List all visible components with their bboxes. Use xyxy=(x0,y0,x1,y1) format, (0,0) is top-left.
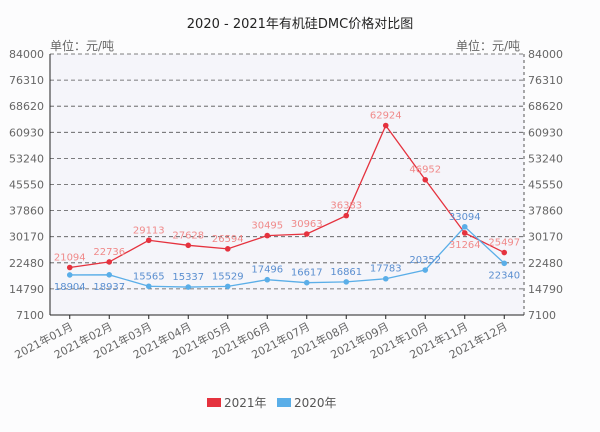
data-label: 18937 xyxy=(93,282,125,293)
data-point xyxy=(185,284,192,290)
data-label: 30495 xyxy=(251,221,283,232)
y-tick-label-left: 7100 xyxy=(16,309,44,322)
y-tick-label-right: 7100 xyxy=(528,309,556,322)
data-point xyxy=(224,246,231,252)
chart-title: 2020 - 2021年有机硅DMC价格对比图 xyxy=(187,16,413,32)
data-point xyxy=(382,122,389,129)
data-point xyxy=(264,232,271,239)
data-label: 26594 xyxy=(212,234,244,245)
data-label: 29113 xyxy=(133,225,165,236)
data-point xyxy=(461,230,468,236)
y-axis-unit-left: 单位：元/吨 xyxy=(50,38,114,53)
data-label: 31264 xyxy=(449,240,481,251)
y-tick-label-right: 22480 xyxy=(528,257,563,270)
data-label: 46952 xyxy=(409,165,441,176)
data-point xyxy=(501,249,508,256)
data-label: 15565 xyxy=(133,271,165,282)
data-label: 62924 xyxy=(370,111,402,122)
data-label: 16861 xyxy=(330,267,362,278)
data-label: 25497 xyxy=(488,238,520,249)
y-tick-label-left: 68620 xyxy=(9,100,44,113)
data-label: 15529 xyxy=(212,271,244,282)
data-label: 20352 xyxy=(409,255,441,266)
series-line-2020年 xyxy=(69,225,505,288)
data-point xyxy=(343,279,350,285)
data-point xyxy=(106,272,113,278)
legend-label: 2020年 xyxy=(294,396,337,410)
data-point xyxy=(224,283,231,290)
data-label: 15337 xyxy=(172,272,204,283)
y-tick-label-left: 53240 xyxy=(9,152,44,165)
series-line-2021年 xyxy=(69,124,505,269)
y-tick-label-left: 45550 xyxy=(9,179,44,192)
y-tick-label-right: 84000 xyxy=(528,48,563,61)
data-label: 36383 xyxy=(330,201,362,212)
data-point xyxy=(185,242,192,249)
legend-label: 2021年 xyxy=(224,396,267,410)
data-point xyxy=(501,260,508,267)
y-tick-label-right: 30170 xyxy=(528,231,563,244)
y-tick-label-left: 84000 xyxy=(9,48,44,61)
y-tick-label-right: 14790 xyxy=(528,283,563,296)
data-point xyxy=(264,276,271,283)
data-point xyxy=(303,279,310,286)
data-label: 33094 xyxy=(449,212,481,223)
y-tick-label-left: 76310 xyxy=(9,74,44,87)
y-tick-label-left: 14790 xyxy=(9,283,44,296)
data-label: 22340 xyxy=(488,270,520,281)
data-label: 17783 xyxy=(370,264,402,275)
data-point xyxy=(461,223,468,230)
data-point xyxy=(422,176,429,183)
data-label: 18904 xyxy=(54,282,86,293)
y-tick-label-right: 60930 xyxy=(528,126,563,139)
data-label: 27628 xyxy=(172,230,204,241)
data-label: 21094 xyxy=(54,253,86,264)
data-point xyxy=(422,267,429,273)
data-point xyxy=(303,231,310,237)
y-tick-label-right: 53240 xyxy=(528,152,563,165)
y-tick-label-left: 22480 xyxy=(9,257,44,270)
data-point xyxy=(343,212,350,219)
y-tick-label-left: 37860 xyxy=(9,205,44,218)
legend-swatch xyxy=(207,398,221,407)
data-label: 30963 xyxy=(291,219,323,230)
y-tick-label-right: 37860 xyxy=(528,205,563,218)
data-label: 16617 xyxy=(291,268,323,279)
data-label: 22736 xyxy=(93,247,125,258)
y-tick-label-left: 30170 xyxy=(9,231,44,244)
legend-swatch xyxy=(277,398,291,407)
data-point xyxy=(382,275,389,282)
y-tick-label-right: 45550 xyxy=(528,179,563,192)
data-label: 17496 xyxy=(251,265,283,276)
data-point xyxy=(106,259,113,265)
y-tick-label-right: 68620 xyxy=(528,100,563,113)
y-axis-unit-right: 单位：元/吨 xyxy=(456,38,520,53)
y-tick-label-right: 76310 xyxy=(528,74,563,87)
data-point xyxy=(66,272,73,278)
data-point xyxy=(66,264,73,271)
y-tick-label-left: 60930 xyxy=(9,126,44,139)
data-point xyxy=(145,237,152,244)
data-point xyxy=(145,283,152,290)
